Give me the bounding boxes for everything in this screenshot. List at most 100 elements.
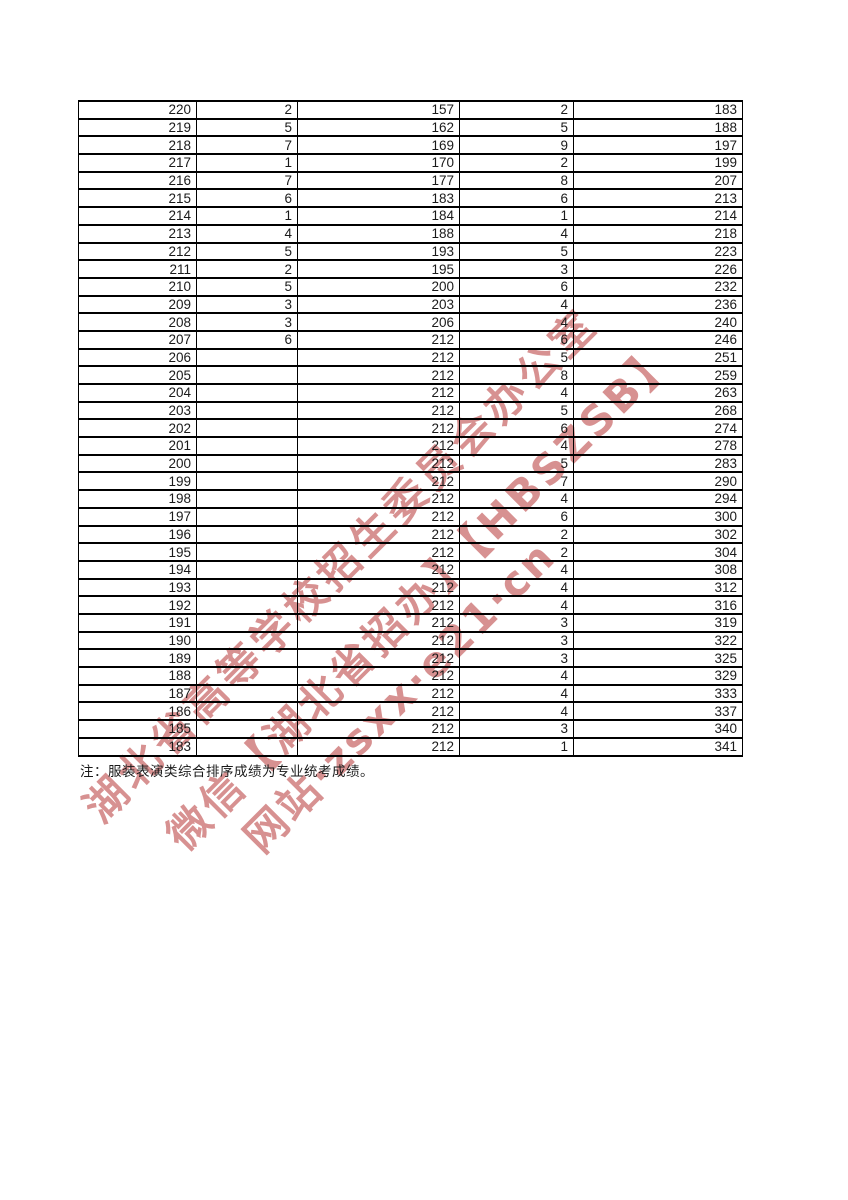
table-cell: 212 <box>297 365 460 385</box>
table-row: 192 212 4 316 <box>78 595 743 615</box>
table-cell <box>196 524 298 545</box>
table-cell: 212 <box>297 595 460 615</box>
table-cell: 198 <box>78 489 197 509</box>
table-cell: 193 <box>78 577 197 598</box>
table-cell: 216 <box>78 170 197 191</box>
table-cell: 193 <box>297 241 460 262</box>
table-cell: 183 <box>78 736 197 758</box>
table-cell <box>196 736 298 758</box>
table-row: 214 1 184 1 214 <box>78 206 743 226</box>
table-row: 211 2 195 3 226 <box>78 259 743 279</box>
table-cell: 6 <box>459 506 574 527</box>
table-cell: 316 <box>573 595 743 615</box>
table-cell <box>196 542 298 562</box>
table-cell: 3 <box>196 294 298 315</box>
table-cell: 170 <box>297 153 460 173</box>
table-cell: 207 <box>573 170 743 191</box>
table-cell: 177 <box>297 170 460 191</box>
table-cell: 7 <box>196 170 298 191</box>
table-cell <box>196 719 298 739</box>
table-cell: 6 <box>459 418 574 439</box>
table-cell: 212 <box>297 612 460 633</box>
table-cell: 4 <box>459 577 574 598</box>
table-cell: 195 <box>297 259 460 279</box>
table-cell <box>196 418 298 439</box>
table-cell: 212 <box>78 241 197 262</box>
score-table-body: 220 2 157 2 183 219 5 162 5 188 218 7 169 9 197 217 1 170… <box>78 100 743 758</box>
table-cell <box>196 666 298 686</box>
table-cell <box>196 559 298 580</box>
table-cell: 199 <box>78 471 197 492</box>
table-cell: 188 <box>573 117 743 138</box>
table-row: 201 212 4 278 <box>78 436 743 456</box>
table-cell <box>196 489 298 509</box>
table-cell: 212 <box>297 577 460 598</box>
table-cell <box>196 683 298 704</box>
table-cell: 226 <box>573 259 743 279</box>
table-cell: 183 <box>573 100 743 120</box>
table-cell: 3 <box>196 312 298 332</box>
table-row: 185 212 3 340 <box>78 719 743 739</box>
table-cell: 300 <box>573 506 743 527</box>
table-cell: 206 <box>297 312 460 332</box>
table-row: 208 3 206 4 240 <box>78 312 743 332</box>
table-cell: 214 <box>78 206 197 226</box>
table-cell: 201 <box>78 436 197 456</box>
table-row: 213 4 188 4 218 <box>78 223 743 244</box>
table-row: 219 5 162 5 188 <box>78 117 743 138</box>
table-cell: 274 <box>573 418 743 439</box>
table-cell: 183 <box>297 188 460 209</box>
table-cell: 3 <box>459 612 574 633</box>
table-cell: 2 <box>196 259 298 279</box>
table-cell: 4 <box>459 683 574 704</box>
table-cell: 162 <box>297 117 460 138</box>
table-cell: 189 <box>78 648 197 668</box>
table-cell: 5 <box>196 241 298 262</box>
table-cell: 197 <box>573 135 743 156</box>
table-cell: 5 <box>459 241 574 262</box>
table-cell: 157 <box>297 100 460 120</box>
table-cell: 212 <box>297 383 460 403</box>
table-cell: 3 <box>459 719 574 739</box>
table-row: 188 212 4 329 <box>78 666 743 686</box>
table-cell: 188 <box>78 666 197 686</box>
table-cell: 259 <box>573 365 743 385</box>
table-cell: 212 <box>297 559 460 580</box>
table-cell: 212 <box>297 489 460 509</box>
table-row: 209 3 203 4 236 <box>78 294 743 315</box>
table-cell: 191 <box>78 612 197 633</box>
table-cell: 212 <box>297 506 460 527</box>
table-cell: 169 <box>297 135 460 156</box>
table-cell <box>196 648 298 668</box>
table-cell: 3 <box>459 648 574 668</box>
table-cell: 1 <box>196 206 298 226</box>
table-cell: 2 <box>459 100 574 120</box>
table-row: 183 212 1 341 <box>78 736 743 758</box>
table-cell: 220 <box>78 100 197 120</box>
table-cell: 319 <box>573 612 743 633</box>
table-cell: 283 <box>573 453 743 474</box>
table-cell: 187 <box>78 683 197 704</box>
table-cell: 212 <box>297 683 460 704</box>
table-row: 194 212 4 308 <box>78 559 743 580</box>
table-row: 191 212 3 319 <box>78 612 743 633</box>
table-row: 215 6 183 6 213 <box>78 188 743 209</box>
table-row: 197 212 6 300 <box>78 506 743 527</box>
table-cell: 196 <box>78 524 197 545</box>
table-row: 205 212 8 259 <box>78 365 743 385</box>
table-cell: 3 <box>459 630 574 651</box>
table-cell: 218 <box>573 223 743 244</box>
table-cell: 212 <box>297 436 460 456</box>
table-cell: 312 <box>573 577 743 598</box>
table-cell: 200 <box>297 276 460 297</box>
table-cell <box>196 400 298 421</box>
table-cell: 308 <box>573 559 743 580</box>
table-cell: 3 <box>459 259 574 279</box>
table-cell: 212 <box>297 648 460 668</box>
table-cell: 192 <box>78 595 197 615</box>
table-cell: 212 <box>297 471 460 492</box>
table-cell: 5 <box>196 117 298 138</box>
table-cell: 1 <box>459 736 574 758</box>
table-cell: 8 <box>459 365 574 385</box>
